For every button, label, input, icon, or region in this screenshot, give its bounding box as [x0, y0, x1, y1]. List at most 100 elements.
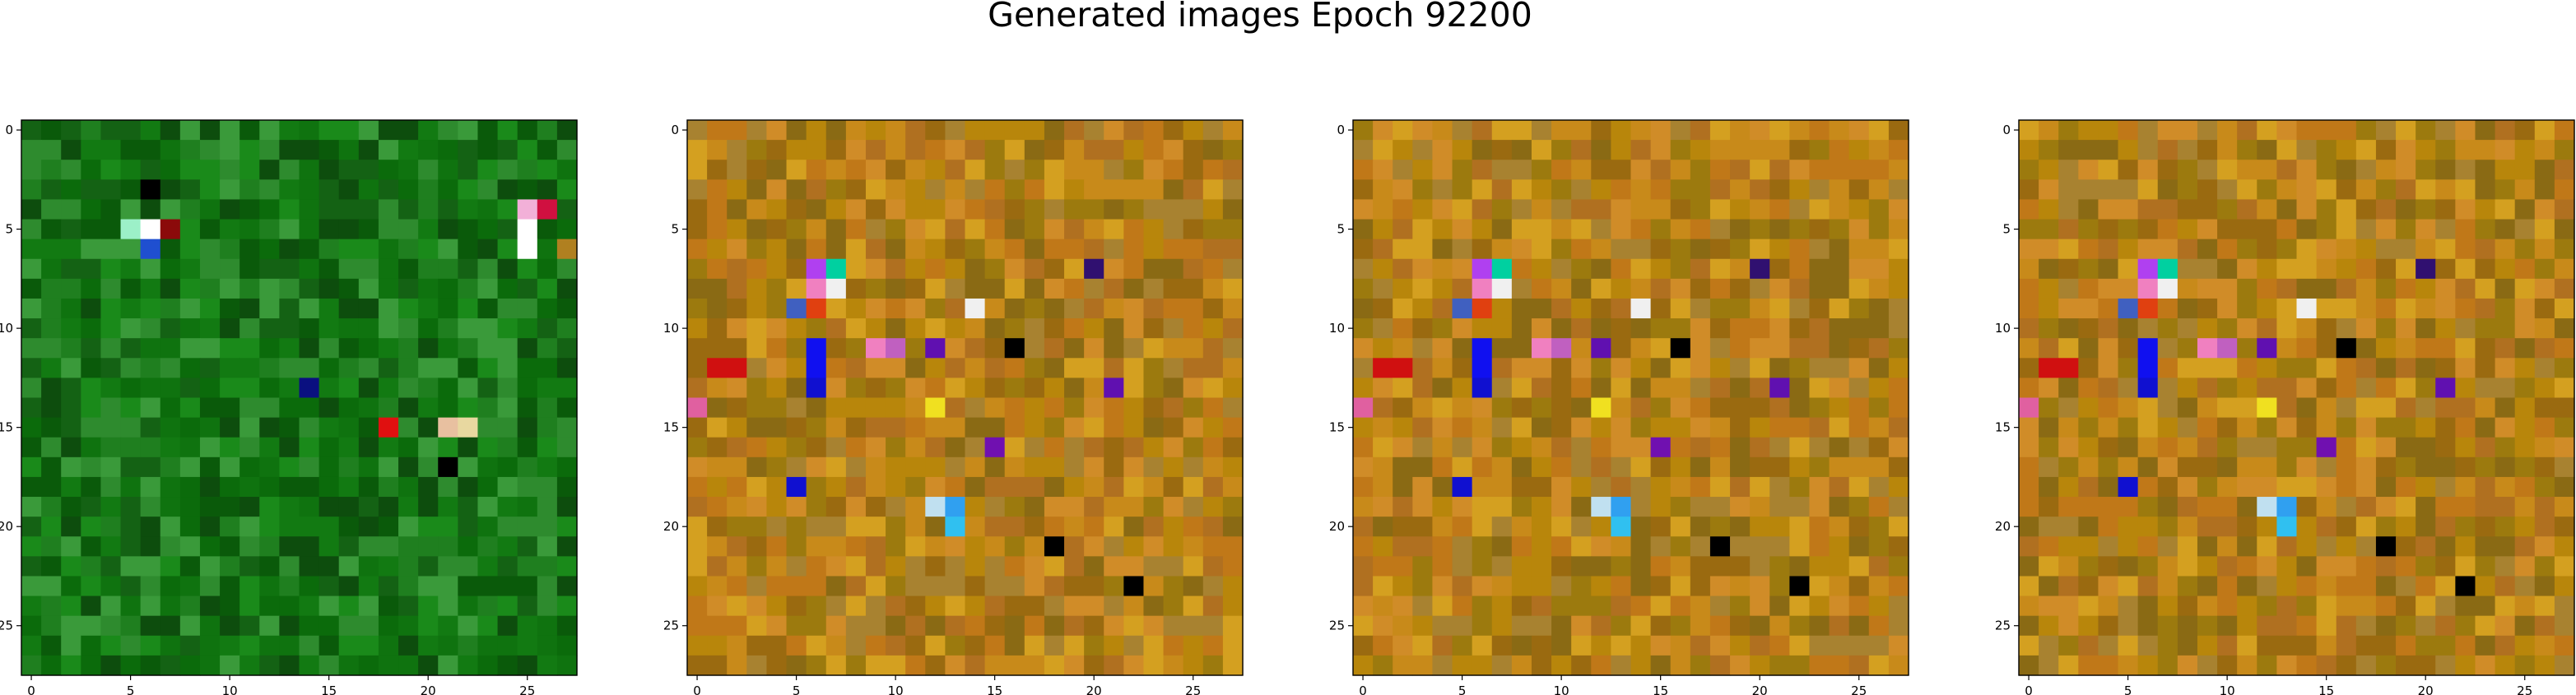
- pixel: [865, 576, 886, 597]
- pixel: [1611, 536, 1632, 557]
- pixel: [1412, 199, 1434, 220]
- pixel: [1789, 517, 1811, 537]
- pixel: [1709, 160, 1731, 180]
- pixel: [2137, 378, 2159, 399]
- pixel: [1571, 655, 1592, 676]
- pixel: [1472, 160, 1493, 180]
- pixel: [1709, 378, 1731, 399]
- pixel: [1004, 219, 1025, 240]
- pixel: [2276, 199, 2298, 220]
- pixel: [1789, 655, 1811, 676]
- pixel: [1789, 318, 1811, 339]
- pixel: [438, 338, 458, 359]
- pixel: [199, 476, 221, 498]
- pixel: [1511, 397, 1532, 419]
- pixel: [1064, 160, 1085, 180]
- pixel: [1789, 179, 1811, 201]
- pixel: [1163, 258, 1184, 280]
- pixel: [378, 140, 399, 160]
- pixel: [746, 239, 768, 260]
- pixel: [2355, 497, 2377, 517]
- pixel: [41, 219, 62, 240]
- pixel: [1044, 437, 1065, 458]
- pixel: [746, 278, 768, 299]
- pixel: [2137, 556, 2159, 577]
- pixel: [2475, 417, 2496, 438]
- pixel: [945, 437, 966, 458]
- pixel: [2118, 397, 2139, 419]
- pixel: [2336, 318, 2357, 339]
- pixel: [746, 318, 768, 339]
- pixel: [1472, 278, 1493, 299]
- pixel: [746, 615, 768, 637]
- pixel: [338, 437, 360, 458]
- pixel: [2375, 140, 2397, 160]
- pixel: [1123, 536, 1145, 557]
- pixel: [1432, 298, 1453, 319]
- pixel: [2355, 556, 2377, 577]
- pixel: [687, 576, 708, 597]
- pixel: [865, 456, 886, 478]
- pixel: [1531, 378, 1552, 399]
- pixel: [886, 199, 906, 220]
- pixel: [458, 397, 479, 419]
- pixel: [965, 536, 986, 557]
- pixel: [1183, 120, 1204, 141]
- pixel: [1670, 140, 1691, 160]
- pixel: [1353, 576, 1374, 597]
- pixel: [1551, 536, 1572, 557]
- pixel: [1809, 517, 1830, 537]
- pixel: [1084, 160, 1104, 180]
- pixel: [2137, 437, 2159, 458]
- pixel: [1222, 517, 1244, 537]
- pixel: [1393, 576, 1413, 597]
- pixel: [239, 476, 260, 498]
- pixel: [2137, 358, 2159, 378]
- pixel: [239, 437, 260, 458]
- pixel: [945, 258, 966, 280]
- pixel: [1163, 278, 1184, 299]
- pixel: [1222, 120, 1244, 141]
- pixel: [707, 517, 728, 537]
- pixel: [2554, 358, 2575, 378]
- pixel: [1222, 456, 1244, 478]
- pixel: [1393, 456, 1413, 478]
- pixel: [2118, 298, 2139, 319]
- pixel: [1202, 655, 1224, 676]
- pixel: [746, 219, 768, 240]
- pixel: [2157, 160, 2178, 180]
- pixel: [1222, 179, 1244, 201]
- pixel: [2495, 378, 2516, 399]
- pixel: [2217, 318, 2238, 339]
- pixel: [2455, 318, 2476, 339]
- pixel: [1551, 417, 1572, 438]
- pixel: [1750, 179, 1770, 201]
- pixel: [378, 417, 399, 438]
- pixel: [1123, 358, 1145, 378]
- pixel: [2355, 437, 2377, 458]
- pixel: [239, 358, 260, 378]
- pixel: [1611, 655, 1632, 676]
- pixel: [2157, 635, 2178, 656]
- x-tick-label: 5: [793, 683, 801, 695]
- pixel: [2157, 536, 2178, 557]
- pixel: [965, 437, 986, 458]
- pixel: [1222, 655, 1244, 676]
- pixel: [2078, 576, 2099, 597]
- pixel: [2455, 378, 2476, 399]
- pixel: [2078, 298, 2099, 319]
- pixel: [1551, 358, 1572, 378]
- pixel: [2336, 219, 2357, 240]
- pixel: [1222, 239, 1244, 260]
- pixel: [965, 140, 986, 160]
- pixel: [556, 378, 578, 399]
- pixel: [100, 179, 122, 201]
- pixel: [21, 615, 42, 637]
- pixel: [378, 160, 399, 180]
- pixel: [358, 140, 379, 160]
- pixel: [1491, 338, 1513, 359]
- pixel: [1183, 278, 1204, 299]
- pixel: [2197, 318, 2218, 339]
- pixel: [1064, 576, 1085, 597]
- pixel: [1531, 655, 1552, 676]
